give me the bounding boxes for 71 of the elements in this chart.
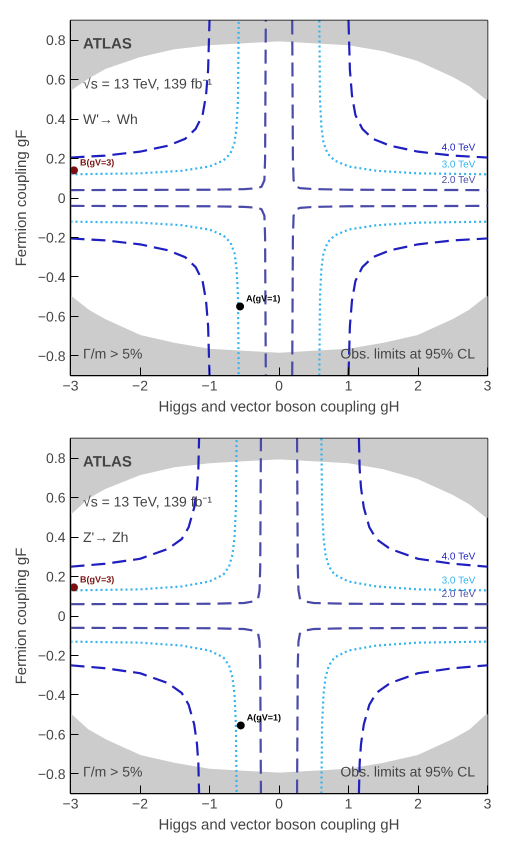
line-series <box>70 438 262 606</box>
y-tick-label: 0.8 <box>46 32 66 48</box>
line-series <box>70 20 267 192</box>
y-tick-label: −0.8 <box>38 348 66 364</box>
x-axis-title: Higgs and vector boson coupling gH <box>158 816 400 834</box>
line-series <box>358 438 488 568</box>
line-series <box>70 237 211 376</box>
x-tick-label: −3 <box>62 796 79 812</box>
x-tick-label: 1 <box>344 378 353 394</box>
series-label: 4.0 TeV <box>442 142 476 154</box>
x-tick-label: 3 <box>484 796 492 812</box>
series-label: 3.0 TeV <box>442 159 476 170</box>
line-series <box>320 640 488 794</box>
annotation: W'→ Wh <box>83 111 138 127</box>
y-tick-label: 0.2 <box>46 568 66 585</box>
x-tick-label: 3 <box>484 378 492 394</box>
y-axis-title: Fermion coupling gF <box>12 548 30 684</box>
annotation: Obs. limits at 95% CL <box>340 763 476 780</box>
y-tick-label: −0.6 <box>38 308 66 324</box>
y-tick-label: −0.6 <box>38 726 66 742</box>
series-label: A(gV=1) <box>246 712 282 722</box>
x-axis-title: Higgs and vector boson coupling gH <box>158 398 400 416</box>
line-series <box>320 438 488 592</box>
x-tick-label: −3 <box>62 378 79 394</box>
x-tick-label: −2 <box>132 378 148 394</box>
line-series <box>291 20 488 192</box>
y-tick-label: −0.8 <box>38 766 66 782</box>
annotation: ATLAS <box>83 35 132 52</box>
series-label: 4.0 TeV <box>442 552 476 563</box>
x-tick-label: 1 <box>344 796 353 812</box>
line-series <box>70 20 211 159</box>
annotation: ATLAS <box>83 453 132 470</box>
line-series <box>296 438 488 606</box>
series-label: B(gV=3) <box>80 574 114 584</box>
y-tick-label: 0.4 <box>46 529 66 546</box>
y-tick-label: 0 <box>58 608 66 624</box>
y-tick-label: 0.4 <box>46 111 66 128</box>
y-tick-label: 0.6 <box>46 490 66 506</box>
x-tick-label: 0 <box>275 378 284 394</box>
y-tick-label: −0.4 <box>38 686 66 703</box>
y-tick-label: 0.6 <box>46 72 66 88</box>
y-tick-label: 0.2 <box>46 150 66 167</box>
annotation: Obs. limits at 95% CL <box>340 345 476 362</box>
y-tick-label: −0.2 <box>38 647 66 664</box>
x-tick-label: 0 <box>275 796 284 812</box>
y-tick-label: 0.8 <box>46 450 66 466</box>
x-tick-label: −2 <box>132 796 148 812</box>
line-series <box>318 220 488 376</box>
line-series <box>70 20 240 176</box>
line-series <box>347 20 488 159</box>
y-tick-label: −0.2 <box>38 229 66 246</box>
series-label: 2.0 TeV <box>442 589 476 600</box>
y-axis-title: Fermion coupling gF <box>12 130 30 266</box>
line-series <box>296 626 488 794</box>
annotation: Γ/m > 5% <box>83 345 142 362</box>
y-tick-label: 0 <box>58 190 66 206</box>
x-tick-label: 2 <box>414 378 422 394</box>
x-tick-label: 2 <box>414 796 422 812</box>
line-series <box>318 20 488 176</box>
line-series <box>70 664 200 794</box>
line-series <box>70 438 238 592</box>
annotation: Γ/m > 5% <box>83 763 142 780</box>
x-tick-label: −1 <box>202 378 218 394</box>
x-tick-label: −1 <box>202 796 218 812</box>
line-series <box>291 204 488 376</box>
line-series <box>70 220 240 376</box>
series-label: 2.0 TeV <box>442 175 476 186</box>
y-tick-label: −0.4 <box>38 268 66 285</box>
series-label: 3.0 TeV <box>442 575 476 586</box>
annotation: Z'→ Zh <box>83 529 128 545</box>
series-label: B(gV=3) <box>80 157 114 168</box>
